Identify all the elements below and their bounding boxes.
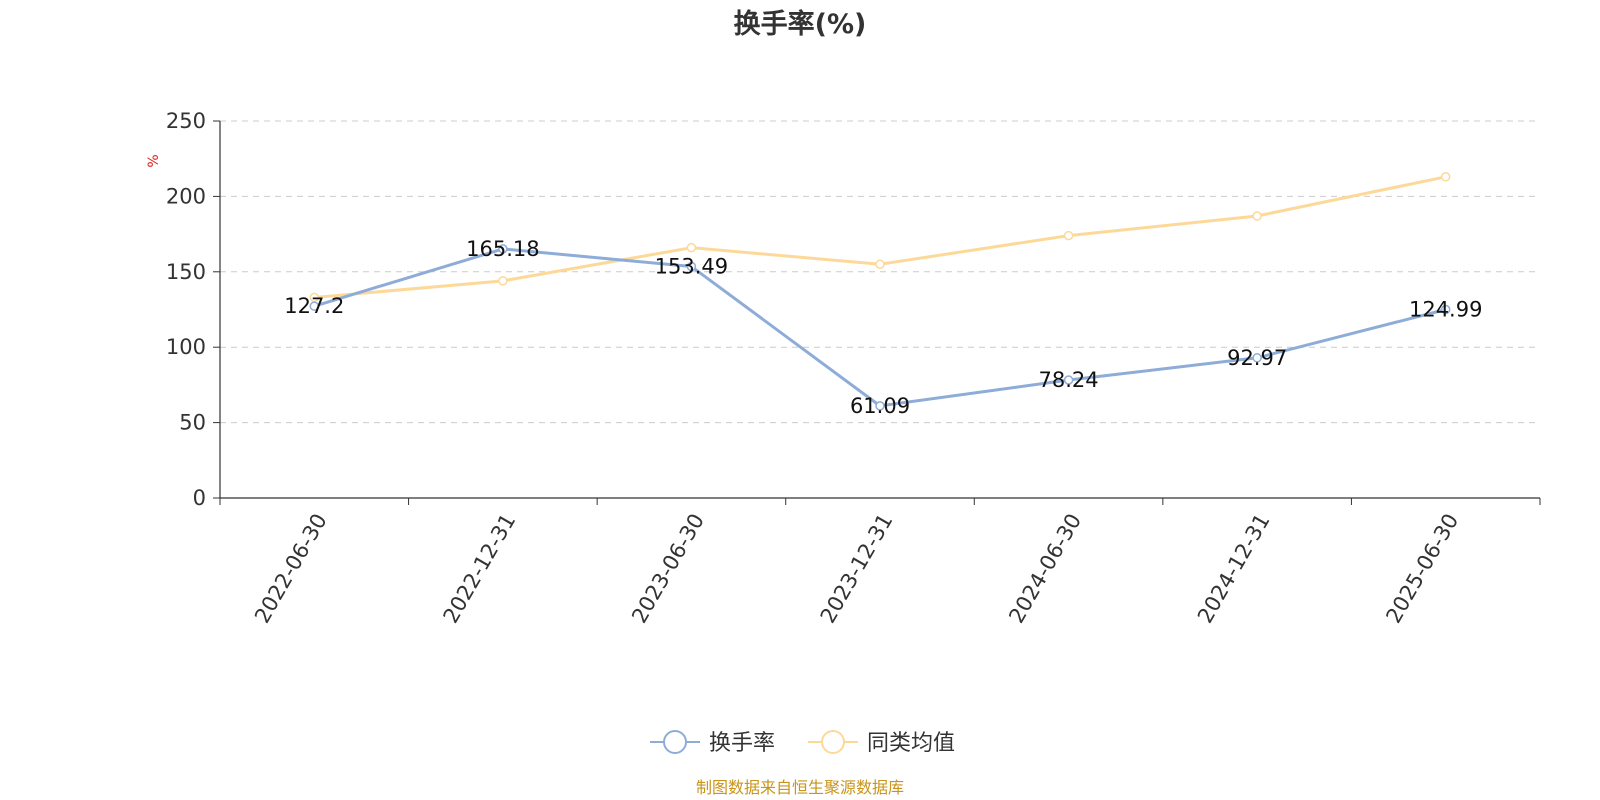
data-point[interactable] [686, 261, 697, 272]
series-peer-average [309, 172, 1451, 303]
data-point[interactable] [498, 276, 508, 286]
data-label: 124.99 [1409, 298, 1482, 322]
data-point[interactable] [309, 301, 320, 311]
data-point[interactable] [1063, 375, 1074, 385]
data-point[interactable] [1252, 211, 1262, 221]
y-tick-label: 50 [179, 411, 206, 435]
legend-marker-icon [663, 730, 687, 754]
y-tick-label: 250 [166, 109, 206, 133]
chart-title: 换手率(%) [734, 8, 867, 40]
x-tick-label: 2024-12-31 [1193, 510, 1275, 628]
y-tick-label: 200 [166, 184, 206, 208]
legend-marker-icon [821, 730, 845, 754]
x-tick-label: 2025-06-30 [1381, 510, 1463, 628]
legend-label: 换手率 [709, 731, 775, 756]
data-point[interactable] [1063, 230, 1074, 241]
x-tick-label: 2022-06-30 [250, 510, 332, 628]
data-label: 61.09 [850, 394, 910, 418]
data-point[interactable] [498, 244, 508, 254]
grid-lines [220, 120, 1540, 424]
x-tick-label: 2023-12-31 [816, 510, 898, 628]
legend-item-peer-average[interactable]: 同类均值 [808, 730, 955, 756]
y-tick-label: 150 [166, 260, 206, 284]
data-point[interactable] [686, 242, 697, 253]
y-axis-unit-label: % [146, 154, 162, 167]
data-point[interactable] [1440, 172, 1451, 182]
legend-label: 同类均值 [867, 731, 955, 756]
data-labels: 127.2 165.18 153.49 61.09 78.24 92.97 124.99 [284, 237, 1482, 418]
x-tick-label: 2023-06-30 [627, 510, 709, 628]
y-tick-label: 0 [193, 486, 206, 510]
series-line [313, 247, 1447, 408]
data-point[interactable] [1252, 353, 1262, 363]
legend-item-turnover-rate[interactable]: 换手率 [650, 730, 775, 756]
source-note: 制图数据来自恒生聚源数据库 [696, 778, 904, 797]
data-label: 153.49 [655, 255, 728, 279]
data-point[interactable] [1440, 304, 1451, 315]
data-label: 92.97 [1227, 346, 1287, 370]
x-tick-label: 2022-12-31 [439, 510, 521, 628]
axes: 0 50 100 150 200 250 2022-06-30 2022-12-31 2023-… [166, 109, 1541, 628]
y-tick-label: 100 [166, 335, 206, 359]
data-label: 165.18 [466, 237, 539, 261]
series-layer [309, 172, 1451, 411]
legend: 换手率 同类均值 [650, 730, 955, 756]
series-turnover-rate [309, 244, 1451, 411]
data-label: 127.2 [284, 294, 344, 318]
x-tick-label: 2024-06-30 [1004, 510, 1086, 628]
data-point[interactable] [875, 401, 885, 411]
data-label: 78.24 [1039, 368, 1099, 392]
data-point[interactable] [875, 259, 885, 270]
